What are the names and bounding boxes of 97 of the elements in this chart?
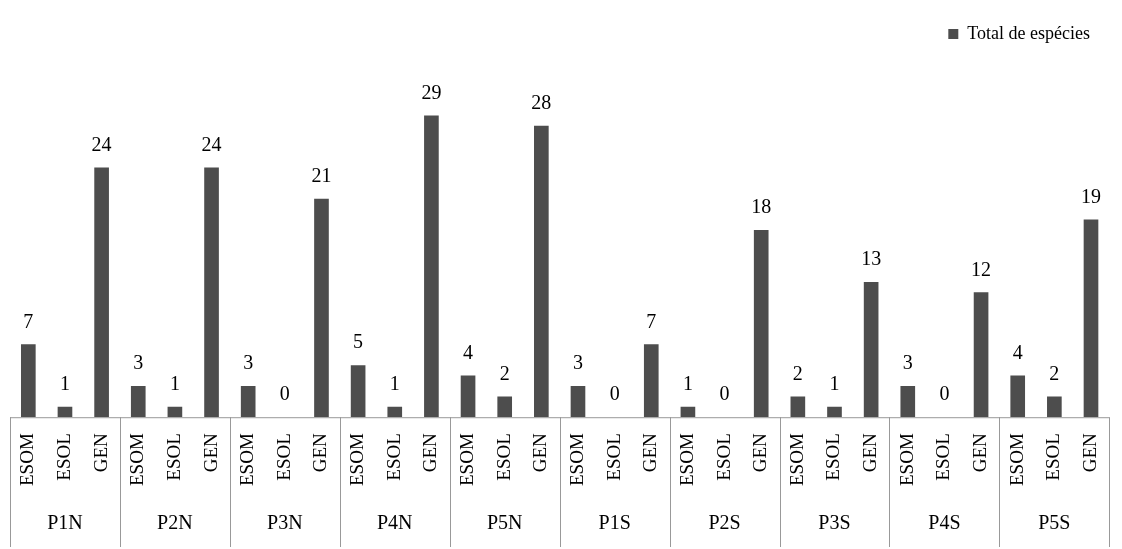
bar	[680, 406, 696, 418]
text: P1N	[47, 511, 83, 534]
bar	[497, 396, 513, 418]
bar	[534, 125, 549, 418]
data-label: 3	[243, 351, 254, 374]
x-tick-label: ESOM	[565, 433, 587, 487]
data-label: 3	[133, 351, 144, 374]
x-tick-label: ESOM	[346, 433, 368, 487]
text: P4S	[928, 511, 961, 534]
data-label: 2	[499, 361, 510, 384]
bar	[167, 406, 183, 418]
data-label: 1	[59, 372, 70, 395]
data-label: 5	[353, 330, 364, 353]
bar	[1010, 375, 1026, 418]
data-label: 3	[902, 351, 913, 374]
data-label: 2	[792, 361, 803, 384]
data-label: 7	[646, 309, 657, 332]
text: P2N	[157, 511, 193, 534]
x-tick-label: ESOM	[126, 433, 148, 487]
data-label: 12	[971, 257, 992, 280]
data-label: 0	[719, 382, 730, 405]
text: P5S	[1038, 511, 1071, 534]
data-label: 1	[169, 372, 180, 395]
data-label: 2	[1049, 361, 1060, 384]
data-label: 28	[531, 91, 552, 114]
x-tick-label: ESOL	[162, 433, 184, 481]
bar	[900, 385, 916, 418]
x-tick-label: GEN	[529, 432, 551, 473]
bar	[790, 396, 806, 418]
bar	[387, 406, 403, 418]
x-tick-label: GEN	[419, 432, 441, 473]
x-tick-label: ESOL	[712, 433, 734, 481]
bar	[424, 115, 439, 418]
bar	[827, 406, 842, 418]
bar	[460, 375, 476, 418]
data-label: 4	[463, 340, 474, 363]
x-tick-label: ESOL	[932, 433, 954, 481]
data-label: 1	[389, 372, 400, 395]
data-label: 3	[572, 351, 583, 374]
x-tick-label: ESOL	[492, 433, 514, 481]
data-label: 13	[861, 247, 882, 270]
bar	[57, 406, 73, 418]
data-label: 18	[751, 195, 772, 218]
x-tick-label: GEN	[969, 432, 991, 473]
bar	[570, 385, 586, 418]
data-label: 1	[682, 372, 693, 395]
data-label: 29	[421, 80, 442, 103]
text: P3S	[818, 511, 851, 534]
x-tick-label: ESOL	[52, 433, 74, 481]
bar	[1047, 396, 1062, 418]
x-tick-label: GEN	[1078, 432, 1100, 473]
bar	[863, 281, 879, 418]
legend-label: Total de espécies	[967, 22, 1090, 43]
x-tick-label: ESOM	[1005, 433, 1027, 487]
bar	[973, 292, 989, 418]
bar	[1083, 219, 1099, 418]
bar	[204, 167, 219, 418]
x-tick-label: ESOL	[382, 433, 404, 481]
text: P2S	[708, 511, 741, 534]
data-label: 19	[1081, 184, 1101, 207]
x-tick-label: ESOM	[675, 433, 697, 487]
data-label: 0	[609, 382, 620, 405]
x-tick-label: ESOM	[456, 433, 478, 487]
data-label: 7	[23, 309, 34, 332]
bar	[350, 365, 366, 418]
bar	[643, 344, 659, 418]
x-tick-label: ESOL	[1042, 433, 1064, 481]
data-label: 4	[1012, 340, 1023, 363]
data-label: 24	[91, 132, 112, 155]
bar	[20, 344, 36, 418]
bar	[94, 167, 109, 418]
bar	[130, 385, 146, 418]
x-tick-label: GEN	[89, 432, 111, 473]
data-label: 21	[311, 163, 332, 186]
text: P1S	[598, 511, 631, 534]
x-tick-label: ESOL	[822, 433, 844, 481]
text: P4N	[376, 511, 413, 534]
x-tick-label: ESOL	[602, 433, 624, 481]
x-tick-label: GEN	[639, 432, 661, 473]
text: P5N	[486, 511, 523, 534]
text: P3N	[267, 511, 303, 534]
data-label: 24	[201, 132, 222, 155]
data-label: 0	[279, 382, 290, 405]
x-tick-label: ESOM	[236, 433, 258, 487]
bar	[753, 229, 769, 418]
x-tick-label: GEN	[199, 432, 221, 473]
bar	[240, 385, 256, 418]
x-tick-label: ESOM	[785, 433, 807, 487]
x-tick-label: ESOM	[895, 433, 917, 487]
x-tick-label: GEN	[749, 432, 771, 473]
x-tick-label: GEN	[309, 432, 331, 473]
x-tick-label: ESOM	[16, 433, 38, 487]
data-label: 1	[829, 372, 840, 395]
x-tick-label: ESOL	[272, 433, 294, 481]
x-tick-label: GEN	[859, 432, 881, 473]
bar	[314, 198, 329, 418]
data-label: 0	[939, 382, 950, 405]
